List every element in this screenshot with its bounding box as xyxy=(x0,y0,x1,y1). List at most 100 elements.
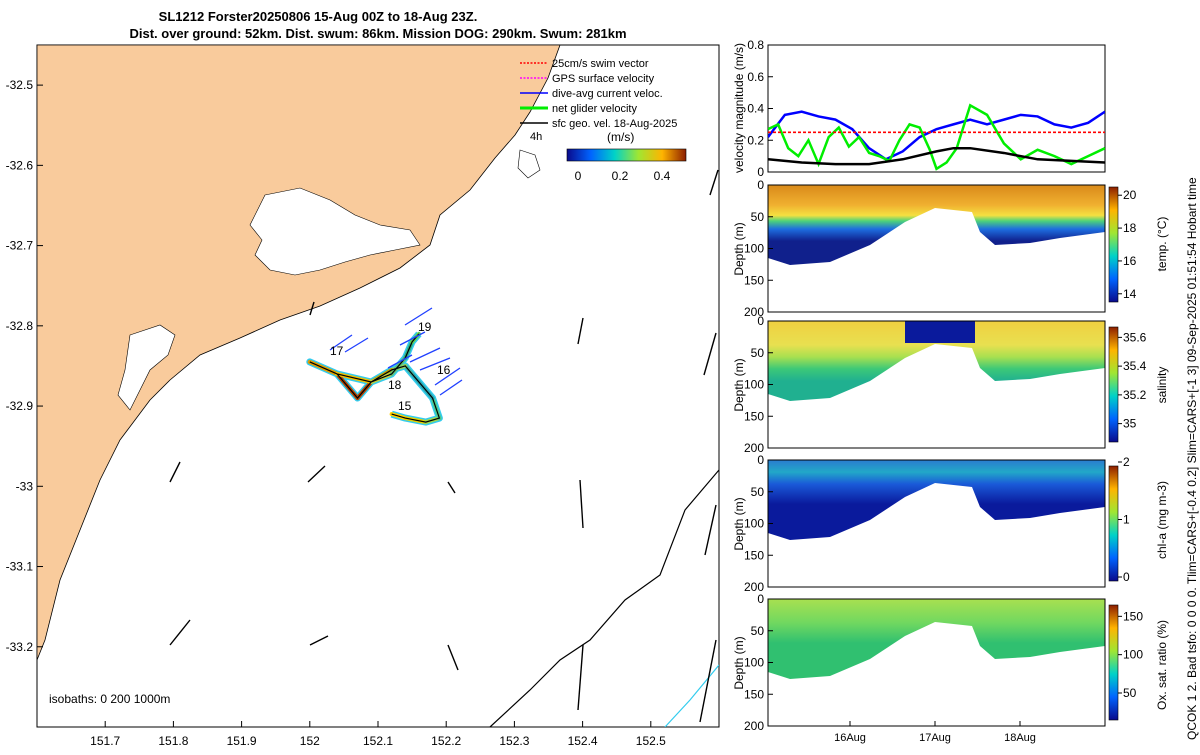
temp-field xyxy=(768,185,1105,265)
velocity-axes-box xyxy=(767,44,1106,173)
current-arrow xyxy=(404,307,433,326)
legend-current: dive-avg current veloc. xyxy=(552,88,663,100)
map-panel: 19 17 16 18 15 isobaths: 0 200 1000m 25c… xyxy=(6,44,720,748)
velocity-series xyxy=(768,103,1105,171)
section-ticks: 050100150200141618200501001502003535.235… xyxy=(744,178,1147,744)
day-label-19: 19 xyxy=(418,320,432,334)
geo-arrow xyxy=(309,301,315,316)
section-y-tick-label: 0 xyxy=(757,453,764,467)
oxygen-ylabel: Depth (m) xyxy=(732,636,746,689)
chl-field xyxy=(768,460,1105,540)
section-y-tick-label: 200 xyxy=(744,441,764,455)
temp-panel xyxy=(767,184,1106,313)
section-y-tick-label: 150 xyxy=(744,273,764,287)
section-y-tick-label: 0 xyxy=(757,178,764,192)
colorbar-tick-label: 100 xyxy=(1123,648,1143,662)
geo-arrow xyxy=(703,332,717,376)
vel-y-tick-label: 0 xyxy=(757,165,764,179)
legend-time: 4h xyxy=(530,131,542,143)
map-x-tick-label: 152.2 xyxy=(431,734,461,748)
side-annotation: QCOK 1 2. Bad tsfo: 0 0 0 0. Tlim=CARS+[… xyxy=(1185,177,1199,740)
current-arrow xyxy=(344,337,369,353)
colorbar-tick-label: 18 xyxy=(1123,221,1137,235)
colorbar-title: (m/s) xyxy=(607,130,634,144)
section-y-tick-label: 0 xyxy=(757,592,764,606)
salinity-field xyxy=(768,321,1105,401)
geo-arrow xyxy=(699,639,717,723)
geo-arrow xyxy=(447,644,459,671)
colorbar-tick-2: 0.4 xyxy=(654,169,671,183)
legend-gps: GPS surface velocity xyxy=(552,73,655,85)
geo-arrow xyxy=(577,317,584,345)
colorbar-tick-0: 0 xyxy=(575,169,582,183)
coast-island xyxy=(517,149,541,179)
section-y-tick-label: 200 xyxy=(744,719,764,733)
time-x-tick-label: 16Aug xyxy=(834,732,866,744)
section-y-tick-label: 200 xyxy=(744,305,764,319)
section-y-tick-label: 50 xyxy=(751,210,765,224)
time-x-tick-label: 17Aug xyxy=(919,732,951,744)
colorbar-tick-label: 1 xyxy=(1123,513,1130,527)
chl-panel xyxy=(767,459,1106,588)
chl-cbar-label: chl-a (mg m-3) xyxy=(1155,481,1169,559)
map-x-tick-label: 152.5 xyxy=(636,734,666,748)
salinity-cbar-label: salinity xyxy=(1155,367,1169,404)
oxygen-panel xyxy=(767,598,1106,727)
salinity-low-patch xyxy=(905,321,975,343)
chl-ylabel: Depth (m) xyxy=(732,497,746,550)
velocity-ylabel: velocity magnitude (m/s) xyxy=(732,43,746,173)
geo-arrow xyxy=(169,619,191,646)
map-y-tick-label: -33 xyxy=(16,479,34,493)
map-x-tick-label: 151.9 xyxy=(227,734,257,748)
geo-arrow xyxy=(169,461,181,483)
section-y-tick-label: 150 xyxy=(744,548,764,562)
vel-y-tick-label: 0.8 xyxy=(747,38,764,52)
section-panels: 050100150200141618200501001502003535.235… xyxy=(744,178,1147,744)
section-y-tick-label: 150 xyxy=(744,409,764,423)
legend-swim: 25cm/s swim vector xyxy=(552,58,649,70)
map-y-tick-label: -32.8 xyxy=(6,319,34,333)
map-y-ticks: -32.5 -32.6 -32.7 -32.8 -32.9 -33 -33.1 -33.2 xyxy=(6,78,43,654)
section-y-tick-label: 50 xyxy=(751,485,765,499)
day-label-17: 17 xyxy=(330,344,344,358)
day-label-18: 18 xyxy=(388,378,402,392)
chart-title-line1: SL1212 Forster20250806 15-Aug 00Z to 18-… xyxy=(159,9,478,24)
salinity-colorbar xyxy=(1108,326,1119,443)
temp-ylabel: Depth (m) xyxy=(732,222,746,275)
colorbar-tick-label: 35 xyxy=(1123,417,1137,431)
current-arrow xyxy=(439,379,463,396)
section-y-tick-label: 100 xyxy=(744,378,764,392)
isobath-200m xyxy=(489,469,719,727)
track-centerline xyxy=(309,333,441,423)
glider-track xyxy=(306,331,443,426)
map-x-tick-label: 151.8 xyxy=(158,734,188,748)
velocity-series-line xyxy=(768,146,1105,166)
day-label-15: 15 xyxy=(398,399,412,413)
section-y-tick-label: 200 xyxy=(744,580,764,594)
geo-arrow xyxy=(577,644,584,711)
section-y-tick-label: 50 xyxy=(751,346,765,360)
section-y-tick-label: 150 xyxy=(744,687,764,701)
salinity-ylabel: Depth (m) xyxy=(732,358,746,411)
colorbar-tick-1: 0.2 xyxy=(612,169,629,183)
vel-y-tick-label: 0.2 xyxy=(747,133,764,147)
section-y-tick-label: 100 xyxy=(744,656,764,670)
current-arrow xyxy=(387,354,413,369)
oxygen-field xyxy=(768,599,1105,679)
colorbar-tick-label: 20 xyxy=(1123,188,1137,202)
estuary-water xyxy=(249,187,421,276)
map-y-tick-label: -33.1 xyxy=(6,560,34,574)
map-y-tick-label: -32.6 xyxy=(6,158,34,172)
map-y-tick-label: -32.5 xyxy=(6,78,34,92)
colorbar-tick-label: 35.2 xyxy=(1123,388,1147,402)
section-colorbars xyxy=(1108,186,1119,721)
speed-colorbar xyxy=(566,148,687,162)
section-y-tick-label: 100 xyxy=(744,242,764,256)
land-mass xyxy=(37,45,561,661)
velocity-panel: 0 0.2 0.4 0.6 0.8 velocity magnitude (m/s) xyxy=(732,38,1106,179)
map-x-tick-label: 152 xyxy=(300,734,320,748)
day-label-16: 16 xyxy=(437,363,451,377)
map-legend: 25cm/s swim vector GPS surface velocity … xyxy=(520,58,687,183)
legend-geo: sfc geo. vel. 18-Aug-2025 xyxy=(552,118,677,130)
